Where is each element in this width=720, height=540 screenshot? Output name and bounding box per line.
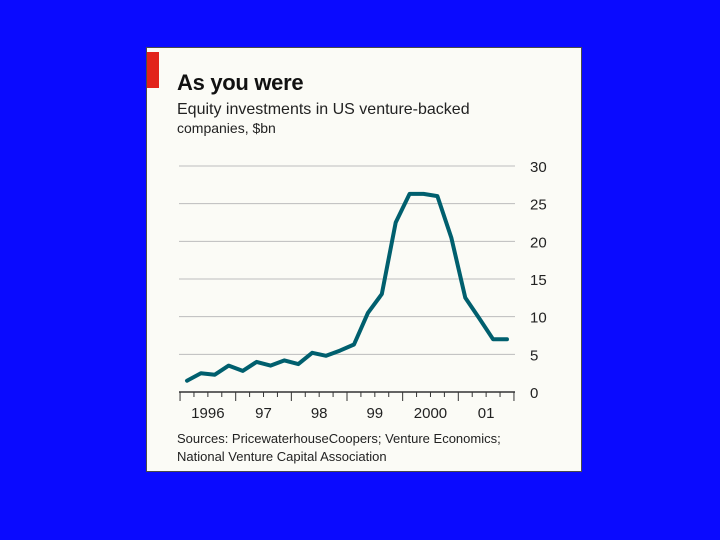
chart-title: As you were <box>177 70 304 95</box>
x-tick-label: 98 <box>311 405 328 422</box>
y-tick-label: 30 <box>530 159 547 176</box>
x-tick-label: 2000 <box>414 405 447 422</box>
x-tick-label: 1996 <box>191 405 224 422</box>
series-line <box>185 191 509 383</box>
subtitle-line-2: companies, $bn <box>177 120 276 136</box>
y-tick-label: 25 <box>530 197 547 214</box>
x-tick-label: 97 <box>255 405 272 422</box>
y-tick-label: 20 <box>530 234 547 251</box>
chart-sources: Sources: PricewaterhouseCoopers; Venture… <box>177 430 577 466</box>
chart-subtitle: Equity investments in US venture-backed … <box>177 100 557 138</box>
line-chart: 0 5 10 15 20 25 30 1996 97 98 99 2000 01 <box>179 159 547 422</box>
subtitle-line-1: Equity investments in US venture-backed <box>177 101 470 118</box>
y-tick-label: 5 <box>530 347 538 364</box>
chart-card: As you were Equity investments in US ven… <box>146 47 582 472</box>
x-tick-label: 99 <box>366 405 383 422</box>
y-tick-label: 0 <box>530 385 538 402</box>
accent-tag <box>147 52 159 88</box>
x-tick-label: 01 <box>478 405 495 422</box>
sources-line-2: National Venture Capital Association <box>177 449 387 464</box>
sources-line-1: Sources: PricewaterhouseCoopers; Venture… <box>177 431 501 446</box>
y-tick-label: 15 <box>530 272 547 289</box>
y-tick-label: 10 <box>530 310 547 327</box>
